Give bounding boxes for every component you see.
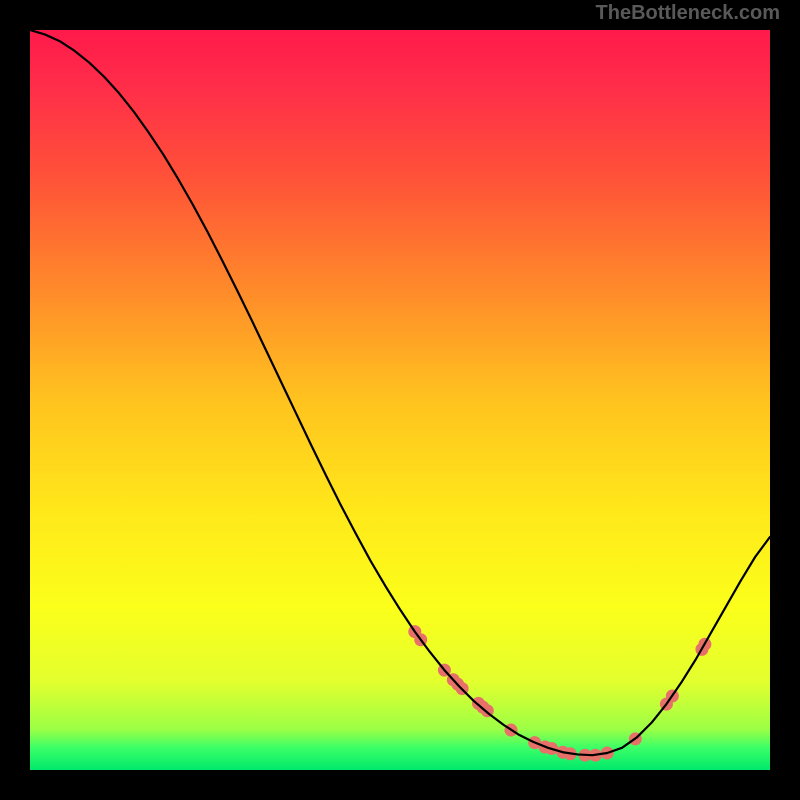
bottleneck-curve-chart	[30, 30, 770, 770]
chart-background	[30, 30, 770, 770]
chart-svg	[30, 30, 770, 770]
watermark-text: TheBottleneck.com	[596, 2, 780, 25]
